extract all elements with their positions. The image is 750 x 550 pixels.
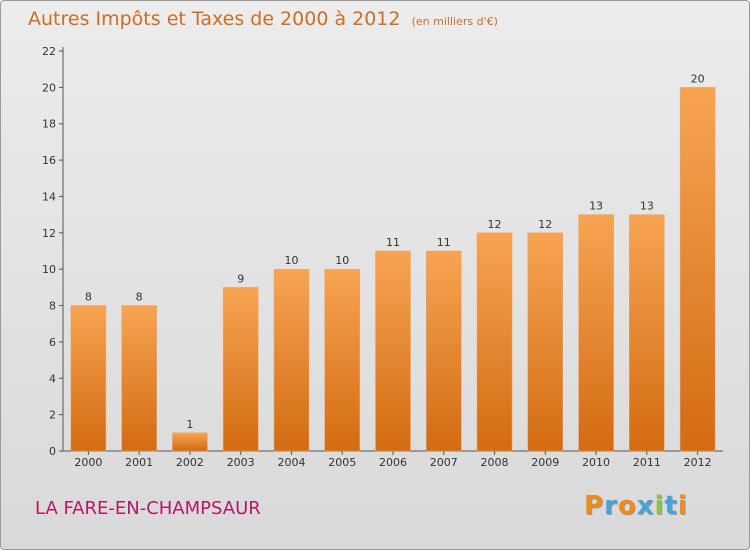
bar xyxy=(273,268,310,452)
x-tick-label: 2005 xyxy=(328,456,356,469)
data-label: 9 xyxy=(237,272,244,285)
proxiti-logo: Proxiti xyxy=(584,491,688,521)
data-label: 8 xyxy=(136,291,143,304)
data-label: 1 xyxy=(186,418,193,431)
y-tick-label: 22 xyxy=(42,45,56,58)
y-tick-label: 20 xyxy=(42,81,56,94)
y-tick-label: 8 xyxy=(49,300,56,313)
data-label: 8 xyxy=(85,291,92,304)
data-label: 13 xyxy=(589,200,603,213)
x-tick-label: 2010 xyxy=(582,456,610,469)
x-tick-label: 2003 xyxy=(227,456,255,469)
bar xyxy=(222,287,259,452)
y-tick-label: 2 xyxy=(49,409,56,422)
bars xyxy=(70,87,716,452)
logo-letter: x xyxy=(636,491,655,521)
data-label: 11 xyxy=(386,236,400,249)
bar xyxy=(426,250,462,452)
x-tick-label: 2008 xyxy=(481,456,509,469)
y-tick-label: 16 xyxy=(42,154,56,167)
x-tick-label: 2012 xyxy=(684,456,712,469)
y-tick-label: 18 xyxy=(42,118,56,131)
bar xyxy=(70,305,107,452)
bar xyxy=(121,305,157,452)
bar xyxy=(629,214,665,452)
bar xyxy=(578,214,614,452)
data-label: 10 xyxy=(335,254,349,267)
x-tick-label: 2002 xyxy=(176,456,204,469)
x-tick-label: 2009 xyxy=(531,456,559,469)
title-row: Autres Impôts et Taxes de 2000 à 2012 (e… xyxy=(28,8,498,30)
bar xyxy=(679,87,716,452)
chart-title: Autres Impôts et Taxes de 2000 à 2012 xyxy=(28,8,401,30)
data-label: 13 xyxy=(640,200,654,213)
chart-subtitle: (en milliers d'€) xyxy=(411,15,498,28)
logo-letter: i xyxy=(677,491,688,521)
bar xyxy=(172,432,208,452)
x-tick-label: 2006 xyxy=(379,456,407,469)
bar xyxy=(476,232,513,452)
y-tick-label: 0 xyxy=(49,445,56,458)
x-tick-label: 2000 xyxy=(74,456,102,469)
bar xyxy=(324,268,360,452)
y-tick-label: 10 xyxy=(42,263,56,276)
logo-letter: t xyxy=(664,491,678,521)
commune-name: LA FARE-EN-CHAMPSAUR xyxy=(35,498,261,519)
y-tick-label: 14 xyxy=(42,190,56,203)
logo-letter: P xyxy=(584,491,605,521)
logo-letter: i xyxy=(654,491,665,521)
data-label: 10 xyxy=(284,254,298,267)
logo-letter: o xyxy=(617,491,637,521)
y-tick-label: 12 xyxy=(42,227,56,240)
data-label: 12 xyxy=(538,218,552,231)
y-tick-label: 6 xyxy=(49,336,56,349)
x-tick-label: 2001 xyxy=(125,456,153,469)
data-label: 12 xyxy=(488,218,502,231)
bar xyxy=(527,232,564,452)
y-tick-label: 4 xyxy=(49,372,56,385)
bar xyxy=(375,250,411,452)
x-tick-label: 2011 xyxy=(633,456,661,469)
data-label: 11 xyxy=(437,236,451,249)
logo-letter: r xyxy=(604,491,618,521)
x-tick-label: 2004 xyxy=(277,456,305,469)
x-tick-label: 2007 xyxy=(430,456,458,469)
labels: 2000 8 2001 8 2002 1 2003 9 2004 10 2005 10 2006 11 20… xyxy=(74,72,711,469)
data-label: 20 xyxy=(691,72,705,85)
